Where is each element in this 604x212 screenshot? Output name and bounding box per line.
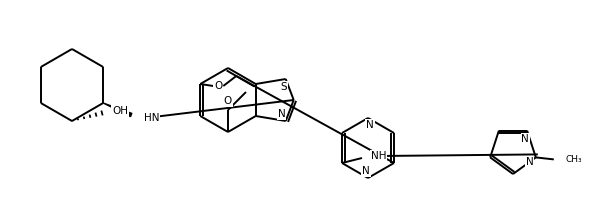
Text: HN: HN <box>144 113 159 123</box>
Text: N: N <box>366 120 374 130</box>
Text: O: O <box>214 81 222 91</box>
Text: CH₃: CH₃ <box>566 155 582 164</box>
Text: N: N <box>526 158 534 167</box>
Text: O: O <box>224 96 232 106</box>
Text: N: N <box>362 166 370 176</box>
Text: NH: NH <box>371 151 387 161</box>
Text: N: N <box>278 109 286 119</box>
Polygon shape <box>103 103 132 117</box>
Text: N: N <box>521 134 529 144</box>
Text: OH: OH <box>112 106 128 116</box>
Text: S: S <box>280 82 287 92</box>
